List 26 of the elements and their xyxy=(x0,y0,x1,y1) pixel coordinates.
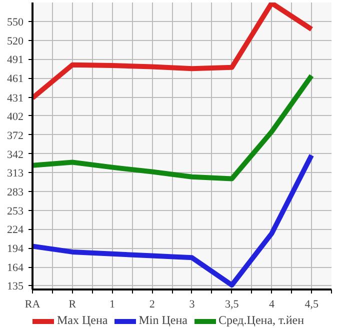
y-tick-label: 461 xyxy=(7,73,24,86)
x-tick-label: 4 xyxy=(268,298,275,310)
x-tick-label: 2 xyxy=(149,298,155,310)
y-tick-label: 224 xyxy=(7,224,24,236)
y-tick-label: 313 xyxy=(7,167,24,180)
y-tick-label: 194 xyxy=(7,243,24,256)
y-tick-label: 372 xyxy=(7,130,24,142)
legend-label: Min Цена xyxy=(138,313,188,328)
y-tick-label: 164 xyxy=(7,262,24,274)
y-tick-label: 520 xyxy=(7,36,24,48)
x-tick-label: 1 xyxy=(109,298,115,310)
x-tick-label: 4,5 xyxy=(304,298,319,310)
y-tick-label: 342 xyxy=(7,148,24,161)
y-tick-label: 253 xyxy=(7,206,24,218)
y-tick-label: 283 xyxy=(7,186,24,198)
x-tick-label: RA xyxy=(24,298,40,310)
legend-label: Сред.Цена, т.йен xyxy=(218,313,304,328)
x-tick-label: 3,5 xyxy=(224,298,240,310)
y-tick-label: 402 xyxy=(7,110,24,123)
y-tick-label: 491 xyxy=(7,54,24,66)
legend-label: Max Цена xyxy=(57,313,108,328)
y-tick-label: 550 xyxy=(7,16,24,29)
y-tick-label: 431 xyxy=(7,92,24,104)
y-tick-label: 135 xyxy=(7,280,24,293)
x-tick-label: R xyxy=(68,298,77,310)
x-tick-label: 3 xyxy=(189,298,196,310)
